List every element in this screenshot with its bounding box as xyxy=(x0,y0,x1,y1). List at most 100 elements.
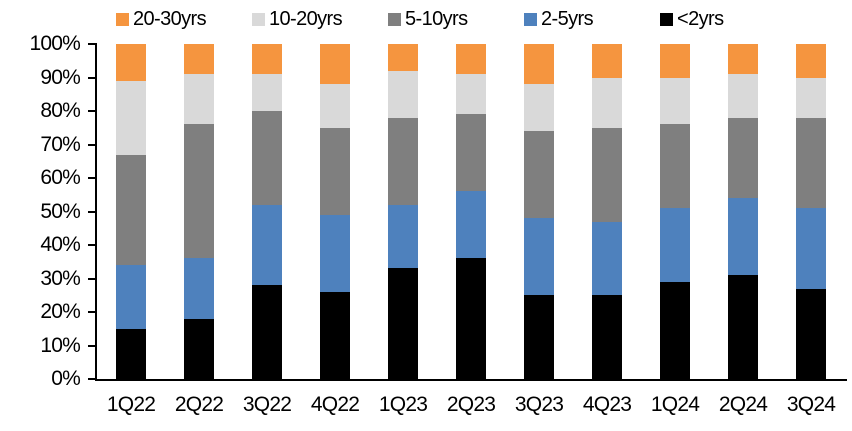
legend-swatch-icon xyxy=(116,12,129,26)
bar-segment-5-10yrs xyxy=(456,114,486,192)
bar-segment-2-5yrs xyxy=(320,214,350,292)
bar-segment-5-10yrs xyxy=(116,154,146,266)
bar-segment-20-30yrs xyxy=(796,44,826,78)
bar xyxy=(592,44,622,379)
legend-label: 10-20yrs xyxy=(269,7,343,30)
bar-segment-2-5yrs xyxy=(796,208,826,289)
bar-segment-20-30yrs xyxy=(456,44,486,75)
x-category-label: 4Q23 xyxy=(582,393,632,416)
bar-segment-20-30yrs xyxy=(388,44,418,71)
y-tick-mark xyxy=(88,210,96,213)
x-category-label: 3Q24 xyxy=(786,393,836,416)
bar-segment-5-10yrs xyxy=(660,124,690,209)
bar-segment-20-30yrs xyxy=(728,44,758,75)
bar-segment-10-20yrs xyxy=(524,84,554,132)
x-category-label: 3Q22 xyxy=(242,393,292,416)
y-tick-mark xyxy=(88,110,96,112)
bar-segment-5-10yrs xyxy=(320,127,350,215)
bar xyxy=(660,44,690,379)
bar xyxy=(388,44,418,379)
bar xyxy=(184,44,214,379)
x-category-label: 1Q22 xyxy=(106,393,156,416)
bar-segment-<2yrs xyxy=(320,291,350,379)
y-tick-mark xyxy=(88,177,96,179)
bar-segment-2-5yrs xyxy=(728,198,758,276)
y-tick-label: 80% xyxy=(40,99,80,122)
x-axis xyxy=(95,379,847,381)
legend-label: 2-5yrs xyxy=(541,7,594,30)
legend-item: 20-30yrs xyxy=(116,8,252,31)
bar xyxy=(320,44,350,379)
y-tick-mark xyxy=(88,43,96,45)
y-tick-mark xyxy=(88,244,96,246)
bar-segment-<2yrs xyxy=(184,318,214,379)
y-tick-label: 40% xyxy=(40,233,80,256)
bar-segment-2-5yrs xyxy=(388,204,418,269)
y-tick-mark xyxy=(88,344,96,347)
x-category-label: 3Q23 xyxy=(514,393,564,416)
bar-segment-2-5yrs xyxy=(252,204,282,286)
y-tick-label: 10% xyxy=(40,333,80,357)
x-category-label: 2Q23 xyxy=(446,393,496,416)
x-category-label: 1Q24 xyxy=(650,393,700,416)
legend-swatch-icon xyxy=(252,12,265,26)
bar-segment-20-30yrs xyxy=(592,44,622,78)
x-category-label: 2Q24 xyxy=(718,393,768,416)
bar-segment-20-30yrs xyxy=(184,44,214,75)
bar-segment-10-20yrs xyxy=(592,77,622,128)
legend-swatch-icon xyxy=(388,12,401,26)
x-category-label: 4Q22 xyxy=(310,393,360,416)
legend-item: <2yrs xyxy=(660,7,724,31)
bar xyxy=(728,44,758,379)
bar-segment-10-20yrs xyxy=(456,74,486,115)
bar-segment-<2yrs xyxy=(592,295,622,379)
bar-segment-2-5yrs xyxy=(456,191,486,259)
bar-segment-<2yrs xyxy=(456,258,486,379)
legend-item: 2-5yrs xyxy=(524,8,660,31)
bar-segment-10-20yrs xyxy=(388,70,418,118)
bar-segment-<2yrs xyxy=(660,281,690,379)
y-tick-label: 90% xyxy=(40,65,80,89)
bar xyxy=(252,44,282,379)
y-tick-label: 50% xyxy=(40,199,80,223)
bar-segment-10-20yrs xyxy=(796,77,826,118)
bar xyxy=(796,44,826,379)
bar-segment-5-10yrs xyxy=(728,117,758,199)
y-tick-label: 60% xyxy=(40,166,80,189)
bar-segment-<2yrs xyxy=(728,275,758,379)
bar-segment-10-20yrs xyxy=(728,74,758,118)
bar-segment-2-5yrs xyxy=(116,265,146,329)
bar-segment-20-30yrs xyxy=(116,44,146,81)
bar-segment-10-20yrs xyxy=(660,77,690,125)
y-axis xyxy=(95,43,97,381)
y-tick-mark xyxy=(88,378,96,380)
bar-segment-5-10yrs xyxy=(796,117,826,209)
bar-segment-<2yrs xyxy=(388,268,418,379)
bar-segment-5-10yrs xyxy=(524,131,554,219)
legend-label: 5-10yrs xyxy=(405,7,468,30)
bar-segment-2-5yrs xyxy=(184,258,214,319)
bar-segment-10-20yrs xyxy=(116,80,146,155)
bar-segment-<2yrs xyxy=(116,328,146,379)
legend-swatch-icon xyxy=(660,12,673,26)
bar-segment-2-5yrs xyxy=(524,218,554,296)
bar-segment-<2yrs xyxy=(524,295,554,379)
bar-segment-<2yrs xyxy=(796,288,826,379)
bar-segment-<2yrs xyxy=(252,285,282,379)
bar-segment-20-30yrs xyxy=(660,44,690,78)
legend-label: <2yrs xyxy=(677,7,724,30)
y-tick-mark xyxy=(88,311,96,313)
bar-segment-10-20yrs xyxy=(320,84,350,128)
y-tick-label: 20% xyxy=(40,300,80,323)
legend-item: 5-10yrs xyxy=(388,8,524,31)
bar-segment-20-30yrs xyxy=(252,44,282,75)
bar-segment-20-30yrs xyxy=(320,44,350,85)
bar-segment-2-5yrs xyxy=(660,208,690,282)
plot-area xyxy=(97,44,845,379)
bar xyxy=(116,44,146,379)
y-tick-label: 30% xyxy=(40,266,80,290)
y-tick-mark xyxy=(88,143,96,146)
y-tick-label: 100% xyxy=(29,32,80,55)
bar-segment-10-20yrs xyxy=(252,74,282,111)
